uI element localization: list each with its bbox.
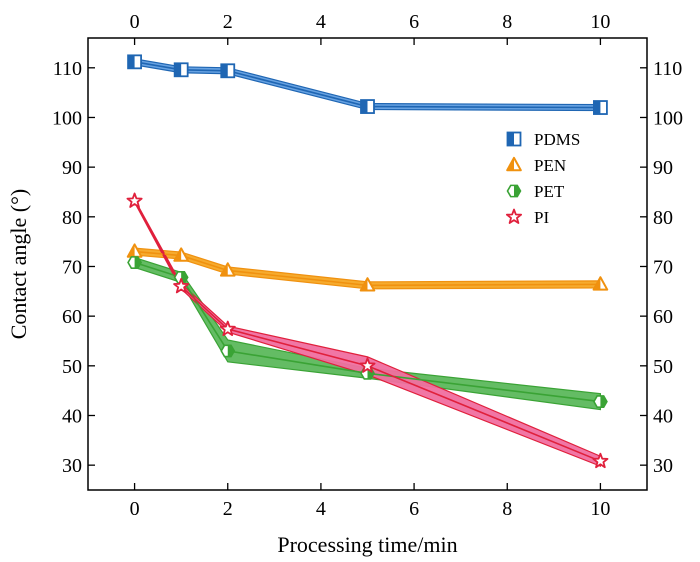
y-tick-label-right: 40 xyxy=(653,405,673,427)
series-markers xyxy=(126,54,609,469)
y-tick-label-left: 80 xyxy=(62,207,82,229)
x-tick-label-bottom: 4 xyxy=(316,498,326,520)
y-tick-label-right: 70 xyxy=(653,256,673,278)
y-tick-label-left: 40 xyxy=(62,405,82,427)
y-tick-label-right: 50 xyxy=(653,356,673,378)
point-pdms-fill xyxy=(128,55,135,69)
point-pet-fill xyxy=(181,271,188,284)
band-pi xyxy=(133,199,602,468)
legend-label-pet: PET xyxy=(534,182,565,201)
y-tick-label-right: 60 xyxy=(653,306,673,328)
x-tick-label-top: 2 xyxy=(223,11,233,33)
point-pi xyxy=(359,357,376,373)
x-tick-label-bottom: 6 xyxy=(409,498,419,520)
y-tick-label-left: 30 xyxy=(62,455,82,477)
point-pen-fill xyxy=(593,277,601,290)
x-tick-label-bottom: 8 xyxy=(502,498,512,520)
y-tick-label-right: 110 xyxy=(653,58,682,80)
point-pdms-fill xyxy=(221,64,228,78)
y-tick-label-right: 90 xyxy=(653,157,673,179)
x-tick-label-bottom: 2 xyxy=(223,498,233,520)
x-tick-label-top: 8 xyxy=(502,11,512,33)
x-tick-label-top: 10 xyxy=(590,11,610,33)
y-tick-label-left: 60 xyxy=(62,306,82,328)
point-pi xyxy=(592,452,609,469)
point-pen-fill xyxy=(220,263,228,276)
y-tick-label-left: 70 xyxy=(62,256,82,278)
x-tick-label-bottom: 0 xyxy=(130,498,140,520)
point-pen-fill xyxy=(360,278,368,291)
plot-frame xyxy=(87,37,648,491)
legend-label-pdms: PDMS xyxy=(534,130,580,149)
point-pet-fill xyxy=(134,256,142,269)
point-pet-fill xyxy=(600,395,607,408)
y-tick-label-right: 100 xyxy=(653,107,683,129)
legend-label-pi: PI xyxy=(534,208,549,227)
point-pen-fill xyxy=(174,248,182,261)
y-tick-label-right: 80 xyxy=(653,207,673,229)
x-tick-label-top: 0 xyxy=(130,11,140,33)
legend-label-pen: PEN xyxy=(534,156,566,175)
legend: PDMS PEN PET PI xyxy=(505,130,580,227)
point-pen-fill xyxy=(127,244,135,257)
y-tick-label-left: 110 xyxy=(53,58,82,80)
point-pdms-fill xyxy=(361,100,368,114)
y-tick-label-left: 50 xyxy=(62,356,82,378)
point-pi xyxy=(219,320,236,337)
y-tick-label-left: 100 xyxy=(52,107,82,129)
y-axis-label: Contact angle (°) xyxy=(6,189,31,340)
x-tick-label-bottom: 10 xyxy=(590,498,610,520)
point-pet-fill xyxy=(227,345,235,357)
axis-ticks: 0 0 2 2 4 4 6 6 8 8 10 10 30 30 40 40 50 50 60 60 70 70 80 80 90… xyxy=(52,11,683,520)
x-tick-label-top: 6 xyxy=(409,11,419,33)
y-tick-label-right: 30 xyxy=(653,455,673,477)
point-pi xyxy=(126,192,143,208)
point-pdms-fill xyxy=(593,101,601,115)
legend-marker-pen-fill xyxy=(507,157,514,171)
point-pdms-fill xyxy=(174,63,182,77)
y-tick-label-left: 90 xyxy=(62,157,82,179)
legend-marker-pdms-fill xyxy=(507,132,514,146)
x-axis-label: Processing time/min xyxy=(277,532,457,557)
point-pi xyxy=(173,277,190,294)
legend-marker-pi xyxy=(505,208,523,224)
legend-marker-pet-fill xyxy=(514,185,521,197)
x-tick-label-top: 4 xyxy=(316,11,326,33)
line-pi xyxy=(133,200,601,462)
